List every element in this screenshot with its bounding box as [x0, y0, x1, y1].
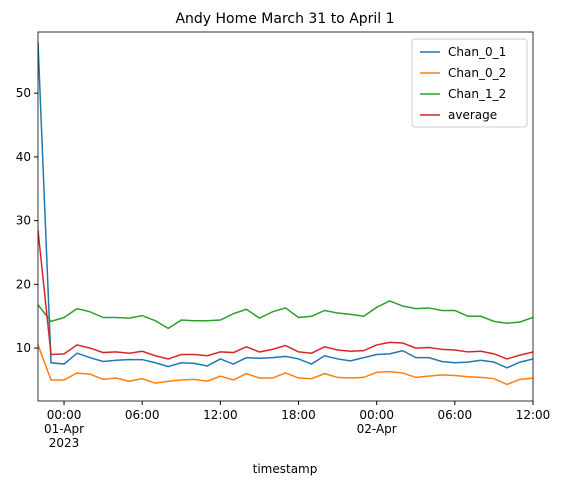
y-tick-label: 30 [16, 214, 31, 228]
x-tick-label: 00:00 02-Apr [357, 408, 397, 436]
x-tick-label: 12:00 [516, 408, 551, 422]
legend-box [411, 38, 528, 128]
x-tick-label: 06:00 [438, 408, 473, 422]
line-series [38, 230, 533, 360]
legend-label: average [448, 108, 497, 122]
x-tick-label: 06:00 [125, 408, 160, 422]
legend-label: Chan_0_2 [448, 66, 506, 80]
x-tick-label: 00:00 01-Apr 2023 [44, 408, 84, 450]
x-tick-label: 18:00 [281, 408, 316, 422]
y-tick-label: 10 [16, 341, 31, 355]
legend-label: Chan_0_1 [448, 45, 506, 59]
y-tick-label: 50 [16, 86, 31, 100]
x-tick-label: 12:00 [203, 408, 238, 422]
plot [38, 42, 533, 386]
y-tick-label: 40 [16, 150, 31, 164]
line-series [38, 344, 533, 386]
line-series [38, 300, 533, 330]
chart-title: Andy Home March 31 to April 1 [175, 11, 394, 27]
line-series [38, 42, 533, 369]
x-axis-label: timestamp [253, 462, 318, 476]
legend-label: Chan_1_2 [448, 87, 506, 101]
y-tick-label: 20 [16, 277, 31, 291]
plot-frame [37, 31, 534, 402]
